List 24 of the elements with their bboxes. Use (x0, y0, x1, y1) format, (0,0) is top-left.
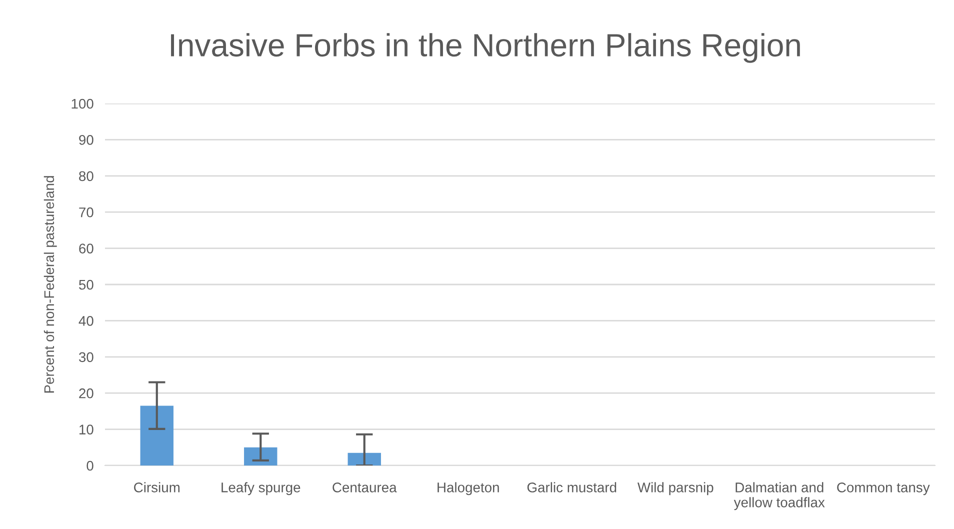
y-tick-label: 40 (78, 316, 94, 326)
x-tick-label: Garlic mustard (527, 482, 616, 492)
y-tick-label: 10 (80, 424, 94, 434)
x-tick-label: Centaurea (332, 482, 397, 492)
y-axis-title: Percent of non-Federal pastureland (44, 176, 57, 393)
x-tick-label: Wild parsnip (637, 482, 714, 496)
chart-title: Invasive Forbs in the Northern Plains Region (171, 33, 800, 63)
y-tick-label: 0 (86, 460, 94, 471)
y-tick-label: 30 (78, 352, 94, 362)
y-tick-label: 20 (79, 388, 94, 398)
y-tick-label: 60 (79, 244, 94, 254)
y-tick-label: 70 (79, 207, 94, 218)
y-tick-label: 50 (78, 280, 94, 290)
x-tick-label: Cirsium (134, 482, 180, 492)
y-tick-label: 90 (79, 135, 94, 145)
x-tick-label: Dalmatian and yellow toadflax (734, 482, 825, 510)
x-tick-label: Leafy spurge (222, 482, 300, 496)
y-tick-label: 80 (79, 171, 94, 182)
x-tick-label: Common tansy (837, 482, 930, 496)
bar (140, 406, 174, 466)
bar (348, 452, 381, 466)
bar (244, 447, 278, 466)
x-tick-label: Halogeton (438, 482, 499, 496)
y-tick-label: 100 (72, 98, 94, 109)
